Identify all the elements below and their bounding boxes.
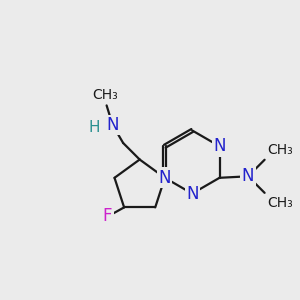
Text: H: H (89, 120, 100, 135)
Text: N: N (213, 137, 226, 155)
Text: F: F (103, 207, 112, 225)
Text: N: N (106, 116, 119, 134)
Text: CH₃: CH₃ (268, 196, 293, 210)
Text: N: N (242, 167, 254, 185)
Text: CH₃: CH₃ (92, 88, 118, 102)
Text: N: N (159, 169, 171, 187)
Text: N: N (186, 184, 198, 202)
Text: CH₃: CH₃ (268, 143, 293, 157)
